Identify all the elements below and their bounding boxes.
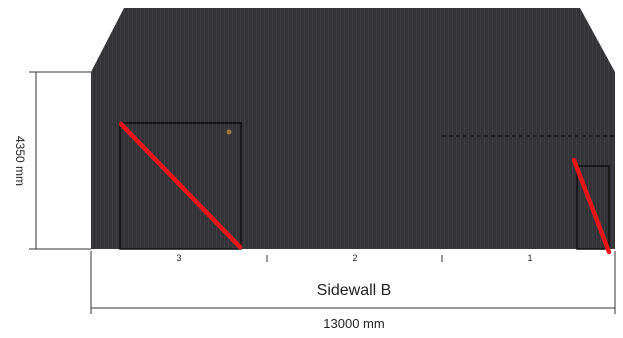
- height-dimension: [29, 71, 91, 250]
- bay-number: 3: [176, 253, 181, 263]
- width-dimension: [90, 251, 616, 314]
- small-door: [571, 157, 612, 255]
- door-handle-icon: [226, 129, 232, 135]
- width-dimension-label: 13000 mm: [323, 316, 384, 331]
- bay-dividers: [266, 255, 443, 262]
- bay-number: 1: [527, 253, 532, 263]
- building-cladding: [91, 8, 615, 249]
- wall-name: Sidewall B: [317, 282, 392, 299]
- large-door: [118, 121, 243, 250]
- opening-marker-icon: [118, 121, 243, 250]
- height-dimension-label: 4350 mm: [13, 136, 27, 186]
- bay-number: 2: [352, 253, 357, 263]
- opening-marker-icon: [571, 157, 612, 255]
